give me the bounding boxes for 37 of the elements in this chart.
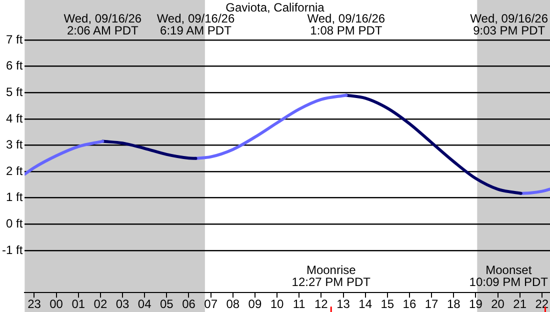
- x-tick-label: 03: [116, 297, 130, 312]
- x-tick-label: 08: [226, 297, 240, 312]
- x-tick-label: 11: [292, 297, 306, 312]
- x-tick-label: 16: [402, 297, 416, 312]
- y-tick-label: -1 ft: [2, 242, 24, 257]
- y-tick-label: 7 ft: [6, 32, 24, 46]
- x-tick-label: 01: [72, 297, 86, 312]
- x-tick-label: 23: [28, 297, 42, 312]
- x-tick-label: 07: [204, 297, 218, 312]
- x-tick-label: 12: [314, 297, 328, 312]
- y-tick-label: 5 ft: [6, 84, 24, 99]
- x-tick-label: 19: [469, 297, 483, 312]
- x-tick-label: 21: [513, 297, 527, 312]
- text: Wed, 09/16/26 2:06 AM PDT: [64, 11, 142, 38]
- y-tick-label: 6 ft: [6, 58, 24, 73]
- x-tick-label: 06: [182, 297, 196, 312]
- ref-line-label: Moonset 10:09 PM PDT: [469, 262, 549, 289]
- text: Wed, 09/16/26 9:03 PM PDT: [470, 11, 548, 38]
- x-tick-label: 10: [270, 297, 284, 312]
- x-tick-label: 20: [491, 297, 505, 312]
- x-tick-label: 17: [424, 297, 439, 312]
- y-tick-label: 3 ft: [6, 138, 24, 152]
- y-tick-label: 0 ft: [6, 216, 24, 230]
- x-tick-label: 18: [446, 297, 461, 312]
- x-tick-label: 04: [138, 297, 152, 312]
- x-tick-label: 15: [380, 297, 394, 312]
- y-tick-label: 2 ft: [6, 164, 24, 178]
- x-tick-label: 13: [336, 297, 350, 312]
- x-tick-label: 00: [50, 297, 64, 312]
- x-tick-label: 05: [160, 297, 174, 312]
- y-tick-label: 4 ft: [6, 111, 24, 126]
- ref-line-label: Moonrise 12:27 PM PDT: [292, 262, 372, 289]
- x-tick-label: 14: [358, 297, 372, 312]
- x-tick-label: 02: [94, 297, 108, 312]
- x-tick-label: 22: [535, 297, 549, 312]
- x-tick-label: 09: [248, 297, 262, 312]
- y-tick-label: 1 ft: [6, 190, 24, 204]
